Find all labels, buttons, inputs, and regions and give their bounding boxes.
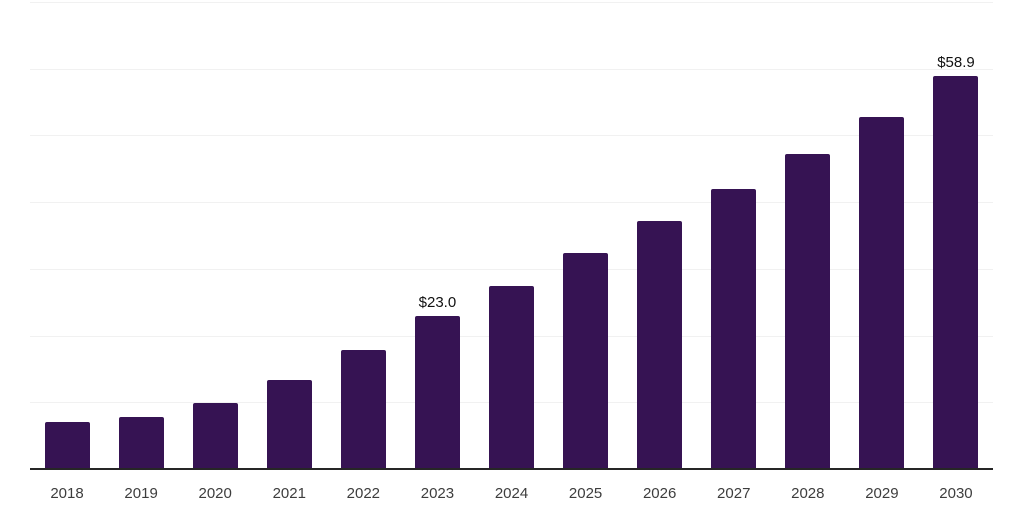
bar-2022 xyxy=(340,350,386,469)
value-label-2023: $23.0 xyxy=(418,293,457,311)
bar-cell-2029 xyxy=(845,2,919,469)
x-tick-label-2018: 2018 xyxy=(50,485,84,502)
bar-2024 xyxy=(489,285,534,469)
bar-cell-2024 xyxy=(474,2,548,469)
bar-2021 xyxy=(266,379,312,469)
bar-cell-2020 xyxy=(178,2,252,469)
plot-area: $23.0 $58.9 xyxy=(30,2,993,469)
bar-cell-2030: $58.9 xyxy=(919,2,993,469)
bar-cell-2021 xyxy=(252,2,326,469)
bar-2025 xyxy=(563,252,609,469)
bar-cell-2018 xyxy=(30,2,104,469)
x-tick-label-2022: 2022 xyxy=(346,485,381,502)
gridline-30 xyxy=(30,268,993,270)
bar-2027 xyxy=(711,188,757,469)
x-axis-line xyxy=(30,468,993,470)
x-tick-label-2019: 2019 xyxy=(124,485,158,502)
bar-cell-2019 xyxy=(104,2,178,469)
x-axis-labels: 2018 2019 2020 2021 2022 2023 2024 2025 2026 2027… xyxy=(30,484,993,504)
bar-2020 xyxy=(192,402,238,469)
x-tick-label-2029: 2029 xyxy=(865,485,899,502)
bar-cell-2026 xyxy=(623,2,697,469)
bar-2030 xyxy=(933,76,979,469)
x-tick-label-2024: 2024 xyxy=(494,485,529,502)
bars: $23.0 $58.9 xyxy=(30,2,993,469)
x-tick-label-2027: 2027 xyxy=(717,485,751,502)
bar-cell-2028 xyxy=(771,2,845,469)
bar-2018 xyxy=(44,422,90,469)
x-tick-label-2020: 2020 xyxy=(198,485,232,502)
bar-cell-2025 xyxy=(549,2,623,469)
x-tick-label-2030: 2030 xyxy=(939,485,973,502)
gridline-60 xyxy=(30,68,993,70)
bar-2023 xyxy=(414,315,460,469)
gridline-70 xyxy=(30,2,993,3)
x-tick-label-2021: 2021 xyxy=(272,485,306,502)
gridline-50 xyxy=(30,135,993,137)
bar-2029 xyxy=(859,116,905,469)
x-tick-label-2026: 2026 xyxy=(642,485,677,502)
gridline-40 xyxy=(30,202,993,204)
bar-cell-2022 xyxy=(326,2,400,469)
bar-cell-2023: $23.0 xyxy=(400,2,474,469)
bar-2019 xyxy=(118,416,164,469)
x-tick-label-2028: 2028 xyxy=(791,485,825,502)
x-tick-label-2023: 2023 xyxy=(420,485,455,502)
value-label-2030: $58.9 xyxy=(937,54,975,72)
bar-2026 xyxy=(637,220,683,469)
bar-cell-2027 xyxy=(697,2,771,469)
x-tick-label-2025: 2025 xyxy=(568,485,603,502)
bar-2028 xyxy=(785,154,831,469)
